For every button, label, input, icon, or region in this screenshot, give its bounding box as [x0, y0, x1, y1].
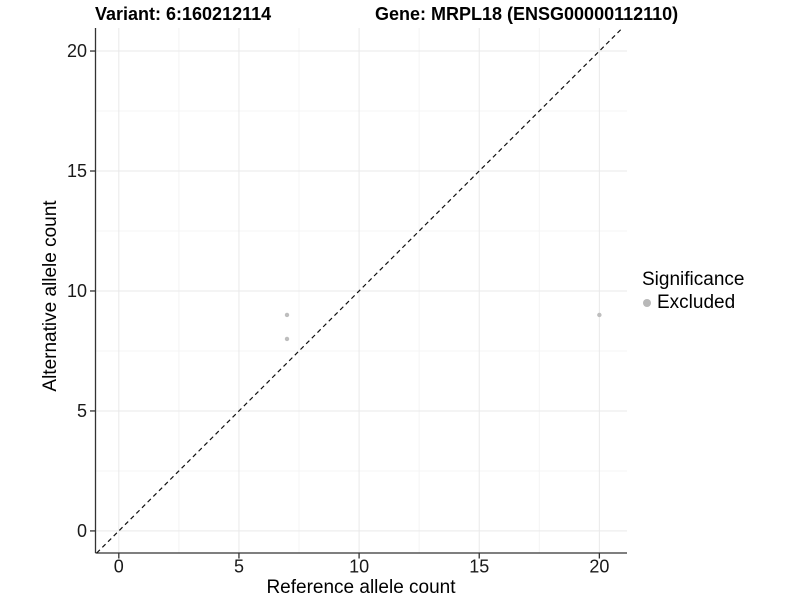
y-tick-label: 5	[77, 401, 87, 421]
y-tick-label: 10	[67, 281, 87, 301]
x-tick-label: 10	[349, 557, 369, 577]
y-tick-label: 20	[67, 41, 87, 61]
legend-entry-excluded: Excluded	[640, 292, 744, 314]
plot-title-gene: Gene: MRPL18 (ENSG00000112110)	[375, 4, 679, 24]
x-tick-label: 15	[469, 557, 489, 577]
data-point	[284, 312, 290, 318]
identity-dashed-line	[96, 27, 623, 554]
legend-key-dot-icon	[643, 299, 651, 307]
y-tick-label: 0	[77, 521, 87, 541]
legend-title: Significance	[642, 269, 745, 290]
y-tick-label: 15	[67, 161, 87, 181]
x-tick-label: 0	[114, 557, 124, 577]
plot-title-variant: Variant: 6:160212114	[95, 4, 272, 24]
x-tick-label: 20	[589, 557, 609, 577]
data-point	[284, 336, 290, 342]
legend: Significance Excluded	[640, 269, 744, 314]
y-axis-title: Alternative allele count	[40, 200, 61, 392]
data-point	[597, 312, 602, 318]
legend-entry-label: Excluded	[657, 292, 736, 313]
x-axis-title: Reference allele count	[266, 577, 456, 598]
x-tick-label: 5	[234, 557, 244, 577]
